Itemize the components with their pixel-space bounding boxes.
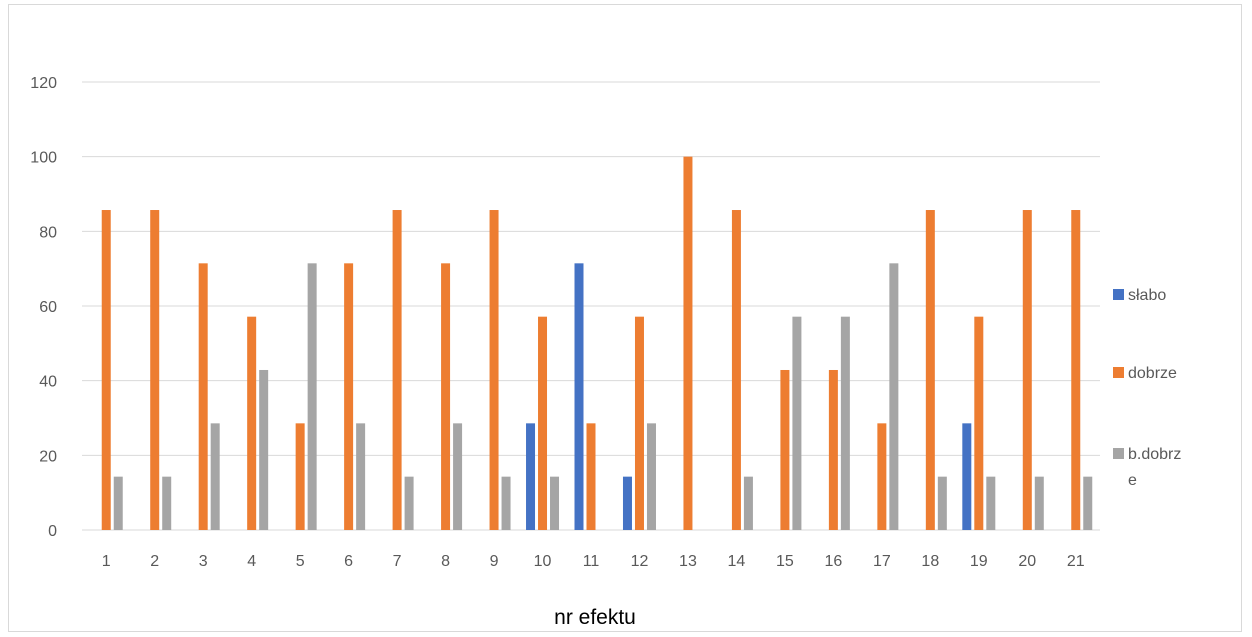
bar-dobrze-21 bbox=[1071, 210, 1081, 531]
x-tick-label: 11 bbox=[583, 553, 600, 570]
x-tick-label: 5 bbox=[296, 553, 305, 570]
bar-bdobrze-16 bbox=[840, 316, 850, 530]
bar-bdobrze-21 bbox=[1083, 476, 1093, 530]
bar-bdobrze-4 bbox=[259, 369, 269, 530]
bar-bdobrze-6 bbox=[356, 423, 366, 530]
bar-dobrze-12 bbox=[634, 316, 644, 530]
bar-dobrze-20 bbox=[1022, 210, 1032, 531]
x-tick-label: 15 bbox=[776, 553, 794, 570]
x-tick-label: 17 bbox=[873, 553, 891, 570]
bar-dobrze-7 bbox=[392, 210, 402, 531]
bar-bdobrze-17 bbox=[889, 263, 899, 530]
legend-label: słabo bbox=[1128, 287, 1166, 304]
bar-dobrze-3 bbox=[198, 263, 208, 530]
bar-bdobrze-3 bbox=[210, 423, 220, 530]
bar-sabo-11 bbox=[574, 263, 584, 530]
bar-sabo-19 bbox=[962, 423, 972, 530]
x-axis-ticks: 1 2 3 4 5 6 7 8 9 10 11 12 13 14 15 16 17 18 19 20 21 bbox=[102, 553, 1085, 570]
x-tick-label: 1 bbox=[102, 553, 111, 570]
y-tick-label: 40 bbox=[39, 374, 57, 391]
bars bbox=[101, 156, 1093, 531]
bar-dobrze-2 bbox=[150, 210, 160, 531]
bar-bdobrze-18 bbox=[937, 476, 947, 530]
legend-label-line: e bbox=[1128, 472, 1137, 489]
bar-dobrze-11 bbox=[586, 423, 596, 530]
y-tick-label: 100 bbox=[30, 150, 57, 167]
bar-dobrze-8 bbox=[441, 263, 451, 530]
bar-dobrze-10 bbox=[538, 316, 548, 530]
x-tick-label: 3 bbox=[199, 553, 208, 570]
bar-dobrze-18 bbox=[925, 210, 935, 531]
bar-dobrze-9 bbox=[489, 210, 499, 531]
bar-dobrze-15 bbox=[780, 369, 790, 530]
x-tick-label: 2 bbox=[150, 553, 159, 570]
bar-bdobrze-8 bbox=[453, 423, 463, 530]
x-tick-label: 20 bbox=[1018, 553, 1036, 570]
x-tick-label: 6 bbox=[344, 553, 353, 570]
bar-bdobrze-10 bbox=[550, 476, 560, 530]
x-tick-label: 7 bbox=[393, 553, 402, 570]
bar-dobrze-6 bbox=[344, 263, 354, 530]
y-tick-label: 0 bbox=[48, 523, 57, 540]
bar-bdobrze-12 bbox=[646, 423, 656, 530]
legend-label: dobrze bbox=[1128, 365, 1177, 382]
bar-bdobrze-7 bbox=[404, 476, 414, 530]
y-tick-label: 80 bbox=[39, 224, 57, 241]
y-tick-label: 20 bbox=[39, 448, 57, 465]
x-tick-label: 18 bbox=[921, 553, 939, 570]
y-axis-ticks: 0 20 40 60 80 100 120 bbox=[30, 75, 57, 540]
bar-bdobrze-20 bbox=[1034, 476, 1044, 530]
x-tick-label: 14 bbox=[728, 553, 746, 570]
bar-bdobrze-5 bbox=[307, 263, 317, 530]
x-axis-title: nr efektu bbox=[554, 606, 636, 629]
x-tick-label: 16 bbox=[824, 553, 842, 570]
bar-sabo-12 bbox=[622, 476, 632, 530]
bar-bdobrze-15 bbox=[792, 316, 802, 530]
bar-dobrze-19 bbox=[974, 316, 984, 530]
legend: słabo dobrze b.dobrz e bbox=[1113, 287, 1181, 489]
bar-sabo-10 bbox=[526, 423, 536, 530]
bar-dobrze-17 bbox=[877, 423, 887, 530]
x-tick-label: 21 bbox=[1067, 553, 1085, 570]
y-tick-label: 60 bbox=[39, 299, 57, 316]
x-tick-label: 19 bbox=[970, 553, 988, 570]
x-tick-label: 8 bbox=[441, 553, 450, 570]
bar-bdobrze-1 bbox=[113, 476, 123, 530]
bar-dobrze-13 bbox=[683, 156, 693, 530]
legend-label-line: b.dobrz bbox=[1128, 446, 1181, 463]
bar-dobrze-16 bbox=[828, 369, 838, 530]
legend-swatch bbox=[1113, 448, 1124, 459]
bar-dobrze-1 bbox=[101, 210, 111, 531]
x-tick-label: 4 bbox=[247, 553, 256, 570]
bar-dobrze-4 bbox=[247, 316, 257, 530]
bar-dobrze-14 bbox=[731, 210, 741, 531]
y-tick-label: 120 bbox=[30, 75, 57, 92]
bar-bdobrze-14 bbox=[743, 476, 753, 530]
bar-bdobrze-2 bbox=[162, 476, 172, 530]
x-tick-label: 12 bbox=[631, 553, 649, 570]
x-tick-label: 10 bbox=[534, 553, 552, 570]
legend-label: b.dobrz e bbox=[1128, 446, 1181, 489]
bar-bdobrze-19 bbox=[986, 476, 996, 530]
bar-dobrze-5 bbox=[295, 423, 305, 530]
bar-bdobrze-9 bbox=[501, 476, 511, 530]
legend-swatch bbox=[1113, 289, 1124, 300]
x-tick-label: 13 bbox=[679, 553, 697, 570]
x-tick-label: 9 bbox=[490, 553, 499, 570]
legend-swatch bbox=[1113, 367, 1124, 378]
